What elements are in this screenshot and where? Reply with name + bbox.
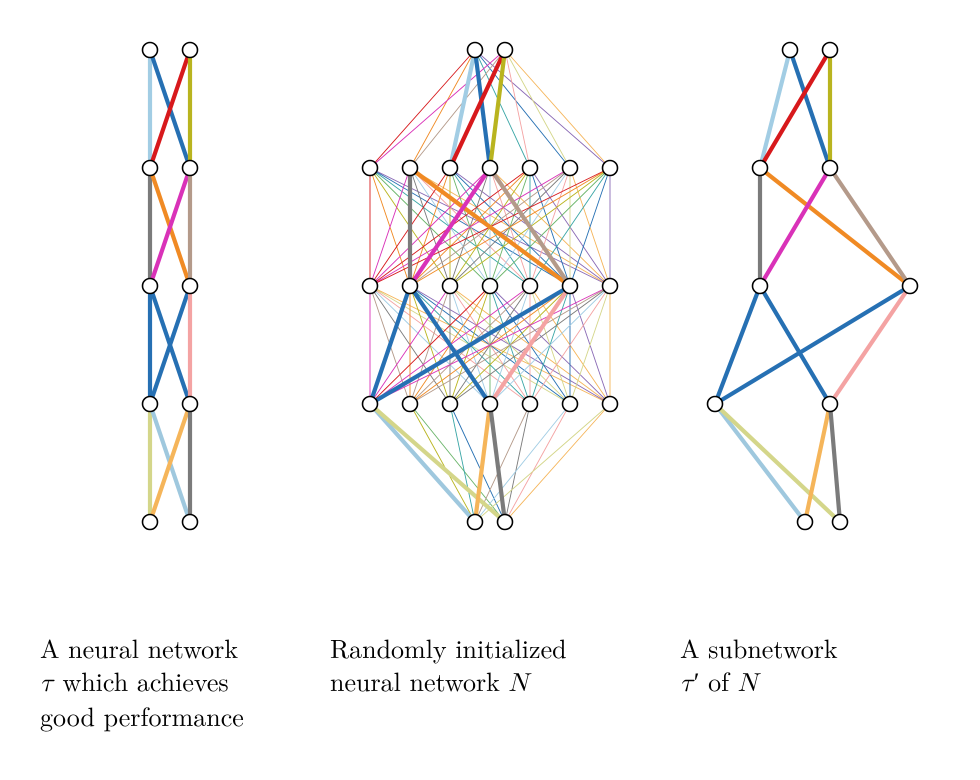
caption-right-tau: τ: [680, 671, 694, 697]
caption-right-line1: A subnetwork: [680, 629, 838, 666]
caption-right-prime: ′: [694, 662, 700, 699]
caption-mid-N: N: [509, 671, 529, 697]
panel-right: A subnetwork τ′ of N: [680, 20, 940, 733]
caption-right-of: of: [708, 662, 738, 699]
caption-mid-line1: Randomly initialized: [330, 629, 567, 666]
panel-left: A neural network τ which achieves good p…: [40, 20, 300, 733]
network-N: [330, 20, 650, 620]
panel-middle: Randomly initialized neural network N: [330, 20, 650, 733]
caption-left-tau: τ: [40, 671, 54, 697]
caption-middle: Randomly initialized neural network N: [330, 632, 567, 700]
caption-left-line3: good performance: [40, 697, 244, 734]
caption-mid-text: neural network: [330, 662, 509, 699]
caption-right: A subnetwork τ′ of N: [680, 632, 838, 700]
network-tau-prime: [680, 20, 940, 620]
figure-container: A neural network τ which achieves good p…: [0, 0, 980, 733]
network-tau: [40, 20, 300, 620]
caption-right-N: N: [738, 671, 758, 697]
caption-left-line1: A neural network: [40, 629, 238, 666]
caption-left: A neural network τ which achieves good p…: [40, 632, 244, 733]
caption-left-rest1: which achieves: [62, 662, 228, 699]
